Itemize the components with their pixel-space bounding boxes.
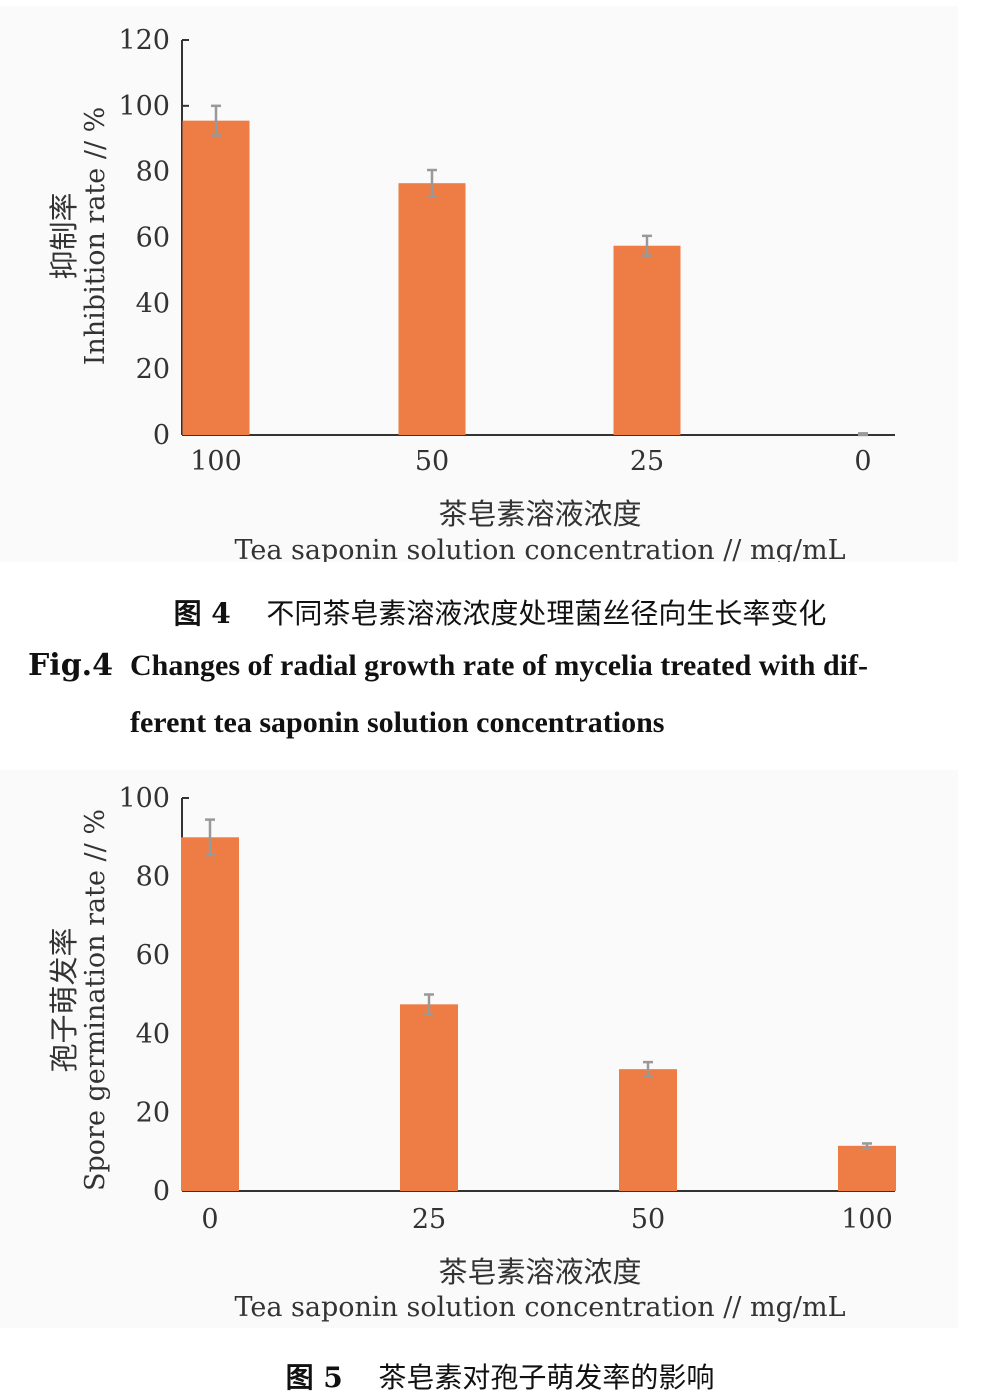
fig4-title-en-line1: Changes of radial growth rate of mycelia… (130, 649, 868, 682)
bar (182, 120, 250, 435)
y-tick-label: 40 (136, 1019, 170, 1050)
fig4-caption-en-line2: ferent tea saponin solution concentratio… (130, 706, 665, 739)
x-tick-label: 50 (415, 446, 449, 477)
bar (400, 1004, 458, 1191)
y-tick-label: 20 (136, 354, 170, 385)
x-tick-label: 100 (190, 446, 242, 477)
inhibition-rate-chart: 0 20 40 60 80 100 120 100 50 25 0 抑制率 Inhibition rat… (47, 25, 895, 562)
y-tick-label: 120 (118, 25, 170, 56)
fig4-caption-cn: 图 4 不同茶皂素溶液浓度处理菌丝径向生长率变化 (0, 592, 1000, 632)
bar (181, 837, 239, 1191)
y-tick-label: 80 (136, 862, 170, 893)
x-tick-label: 100 (841, 1204, 893, 1235)
y-tick-label: 60 (136, 940, 170, 971)
y-tick-label: 0 (153, 1176, 170, 1207)
y-tick-label: 0 (153, 420, 170, 451)
x-axis-label-en: Tea saponin solution concentration // mg… (234, 1292, 845, 1323)
y-tick-label: 60 (136, 223, 170, 254)
y-tick-label: 100 (118, 783, 170, 814)
fig5-title-cn: 茶皂素对孢子萌发率的影响 (378, 1361, 715, 1394)
x-axis-label-cn: 茶皂素溶液浓度 (438, 1255, 641, 1289)
fig5-number-cn: 图 5 (285, 1361, 343, 1394)
chart-panel-fig5: 0 20 40 60 80 100 0 25 50 100 孢子萌发率 Spore germinati… (0, 770, 958, 1328)
x-tick-label: 25 (630, 446, 664, 477)
x-tick-label: 50 (631, 1204, 665, 1235)
x-tick-label: 25 (412, 1204, 446, 1235)
bar (619, 1069, 677, 1191)
fig4-caption-en: Fig.4 Changes of radial growth rate of my… (28, 648, 948, 683)
x-axis-label-en: Tea saponin solution concentration // mg… (234, 535, 845, 562)
y-axis-label-cn: 孢子萌发率 (47, 927, 81, 1072)
y-tick-label: 80 (136, 157, 170, 188)
x-tick-label: 0 (201, 1204, 218, 1235)
y-axis-label-cn: 抑制率 (47, 192, 81, 279)
fig4-title-cn: 不同茶皂素溶液浓度处理菌丝径向生长率变化 (266, 597, 827, 630)
y-tick-label: 100 (118, 91, 170, 122)
bar (613, 245, 681, 435)
y-axis-label-en: Spore germination rate // % (80, 809, 111, 1191)
fig4-number-en: Fig.4 (28, 648, 113, 683)
y-tick-label: 20 (136, 1097, 170, 1128)
fig4-number-cn: 图 4 (173, 597, 231, 630)
y-axis-label-en: Inhibition rate // % (80, 107, 111, 366)
spore-germination-chart: 0 20 40 60 80 100 0 25 50 100 孢子萌发率 Spore germinati… (47, 783, 896, 1323)
y-tick-label: 40 (136, 288, 170, 319)
x-tick-label: 0 (854, 446, 871, 477)
x-axis-label-cn: 茶皂素溶液浓度 (438, 497, 641, 531)
chart-panel-fig4: 0 20 40 60 80 100 120 100 50 25 0 抑制率 Inhibition rat… (0, 6, 958, 562)
fig5-caption-cn: 图 5 茶皂素对孢子萌发率的影响 (0, 1356, 1000, 1396)
bar (838, 1145, 896, 1191)
bar (398, 183, 466, 435)
